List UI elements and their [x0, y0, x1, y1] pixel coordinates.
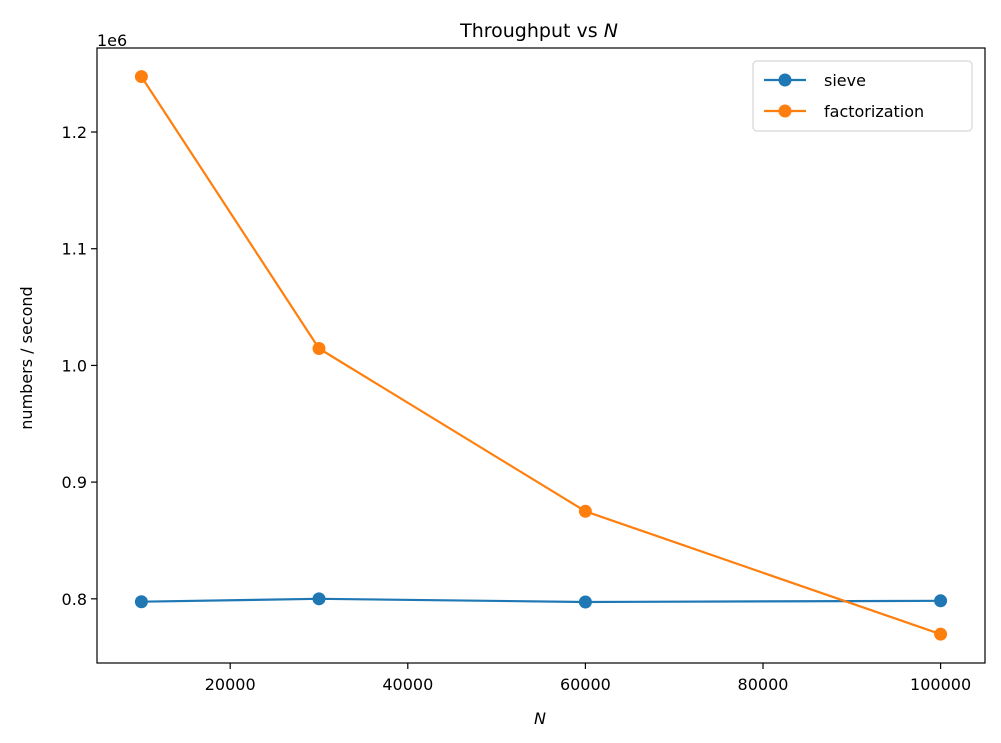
y-tick-label: 0.8	[62, 590, 87, 609]
series-line-factorization	[140, 75, 941, 636]
data-point-factorization-3	[934, 627, 948, 641]
y-tick-label: 1.2	[62, 123, 87, 142]
legend-box	[752, 60, 973, 132]
legend: sieve factorization	[752, 60, 973, 132]
y-tick-label: 1.0	[62, 356, 87, 375]
legend-label-sieve: sieve	[824, 71, 866, 90]
plot-area	[134, 70, 948, 641]
data-point-factorization-0	[134, 70, 148, 84]
data-point-factorization-1	[312, 341, 326, 355]
data-point-sieve-0	[134, 595, 148, 609]
y-offset-label: 1e6	[97, 31, 127, 50]
x-tick-label: 40000	[382, 675, 433, 694]
legend-label-factorization: factorization	[824, 102, 924, 121]
data-point-sieve-3	[934, 594, 948, 608]
x-tick-label: 100000	[910, 675, 971, 694]
axes-ticks: 20000 40000 60000 80000 100000 0.8 0.9 1.0 1.1 1.…	[62, 47, 986, 694]
y-tick-label: 0.9	[62, 473, 87, 492]
data-point-sieve-1	[312, 592, 326, 606]
data-point-sieve-2	[578, 595, 592, 609]
axes-frame	[96, 47, 986, 664]
x-tick-label: 80000	[738, 675, 789, 694]
legend-marker-factorization	[778, 104, 792, 118]
x-axis-title: N	[534, 709, 546, 728]
data-point-factorization-2	[578, 504, 592, 518]
series-line-sieve	[141, 597, 941, 604]
chart-title: Throughput vs N	[459, 20, 618, 42]
y-tick-label: 1.1	[62, 240, 87, 259]
x-tick-label: 20000	[205, 675, 256, 694]
x-tick-label: 60000	[560, 675, 611, 694]
legend-marker-sieve	[778, 73, 792, 87]
y-axis-title: numbers / second	[17, 286, 36, 429]
